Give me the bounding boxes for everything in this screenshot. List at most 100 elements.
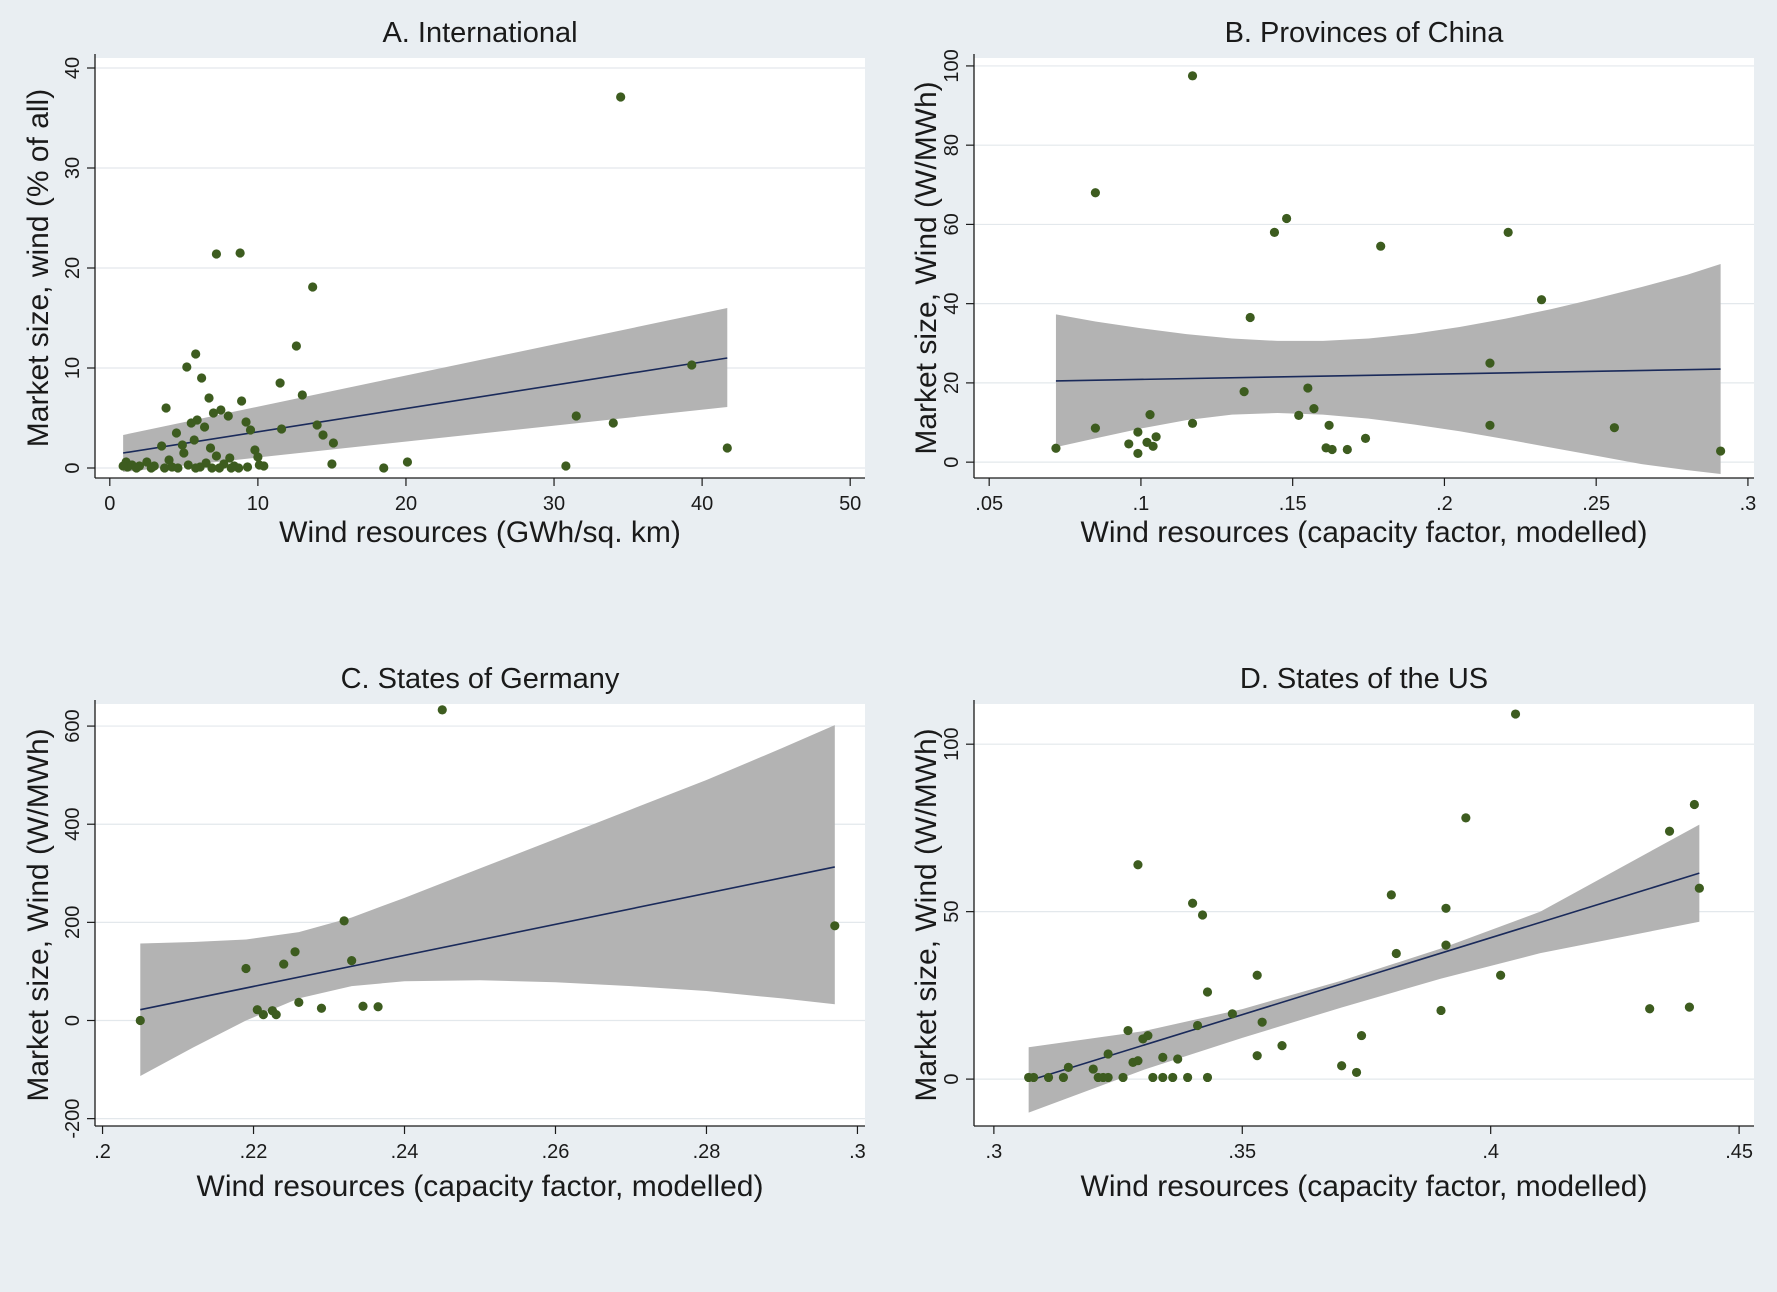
data-point <box>1187 418 1198 428</box>
data-point <box>1239 387 1249 397</box>
data-point <box>235 248 245 258</box>
x-tick-label: .25 <box>1582 493 1610 515</box>
data-point <box>1133 427 1143 437</box>
data-point <box>1029 1072 1039 1083</box>
data-point <box>1187 71 1198 81</box>
data-point <box>561 461 571 471</box>
data-point <box>179 448 189 458</box>
x-tick-label: .15 <box>1279 493 1307 515</box>
x-tick-label: .24 <box>391 1141 419 1163</box>
chart-panel-d: .3 .35 .4 .45 0 50 100 D. States of the US Wind … <box>910 663 1754 1203</box>
data-point <box>214 463 224 473</box>
x-tick-label: 40 <box>691 493 713 515</box>
data-point <box>159 463 170 473</box>
data-point <box>1645 1004 1655 1014</box>
x-axis-label: Wind resources (GWh/sq. km) <box>279 516 681 549</box>
data-point <box>1183 1072 1193 1083</box>
y-tick-label: 0 <box>941 1074 963 1085</box>
y-tick-label: 0 <box>62 462 84 473</box>
x-tick-label: .05 <box>975 493 1003 515</box>
x-tick-label: 30 <box>543 493 565 515</box>
data-point <box>379 463 389 473</box>
data-point <box>1133 860 1143 870</box>
data-point <box>1436 1005 1446 1016</box>
data-point <box>1351 1067 1362 1078</box>
data-point <box>1485 358 1495 368</box>
data-point <box>164 455 174 465</box>
data-point <box>722 443 732 453</box>
data-point <box>275 378 285 388</box>
data-point <box>1510 709 1521 719</box>
data-point <box>253 452 263 462</box>
data-point <box>245 425 256 435</box>
data-point <box>1151 432 1161 442</box>
data-point <box>207 463 217 473</box>
data-point <box>1441 903 1451 913</box>
data-point <box>1143 1030 1153 1041</box>
x-tick-label: .22 <box>240 1141 268 1163</box>
data-point <box>171 428 182 438</box>
data-point <box>1461 813 1471 823</box>
chart-title: B. Provinces of China <box>1225 17 1505 49</box>
data-point <box>1158 1072 1168 1083</box>
data-point <box>290 947 300 957</box>
data-point <box>1391 948 1401 959</box>
data-point <box>1173 1054 1183 1064</box>
data-point <box>1118 1072 1128 1083</box>
data-point <box>279 959 289 969</box>
y-tick-label: 100 <box>941 49 963 82</box>
data-point <box>1689 799 1699 810</box>
data-point <box>157 441 167 451</box>
data-point <box>1376 241 1386 251</box>
data-point <box>183 460 193 470</box>
y-tick-label: 100 <box>941 728 963 761</box>
y-tick-label: 20 <box>941 372 963 394</box>
fit-line <box>1028 872 1700 1082</box>
data-point <box>1337 1061 1347 1071</box>
data-point <box>608 418 618 428</box>
x-tick-label: .45 <box>1725 1141 1753 1163</box>
x-tick-label: .4 <box>1482 1141 1499 1163</box>
data-point <box>1485 420 1495 430</box>
data-point <box>191 349 201 359</box>
data-point <box>1609 423 1619 433</box>
data-point <box>204 393 214 403</box>
data-point <box>402 457 413 467</box>
data-point <box>308 282 318 292</box>
y-tick-label: 10 <box>62 357 84 379</box>
data-point <box>1282 213 1292 224</box>
data-point <box>199 422 210 432</box>
x-axis-label: Wind resources (capacity factor, modelle… <box>1081 516 1648 549</box>
y-tick-label: 20 <box>62 257 84 279</box>
data-point <box>1252 970 1262 980</box>
y-tick-label: 60 <box>941 213 963 235</box>
data-point <box>1043 1072 1054 1083</box>
data-point <box>226 463 236 473</box>
data-point <box>189 435 199 445</box>
x-tick-label: .26 <box>542 1141 570 1163</box>
data-point <box>1716 446 1726 456</box>
data-point <box>191 463 201 473</box>
x-tick-label: 20 <box>395 493 417 515</box>
data-point <box>1684 1002 1695 1012</box>
x-axis-label: Wind resources (capacity factor, modelle… <box>1081 1170 1648 1203</box>
x-tick-label: .2 <box>94 1141 111 1163</box>
data-point <box>1124 439 1134 449</box>
data-point <box>1148 441 1158 451</box>
data-point <box>1192 1020 1203 1031</box>
y-tick-label: 80 <box>941 134 963 156</box>
x-tick-label: .35 <box>1228 1141 1256 1163</box>
data-point <box>1386 890 1396 900</box>
data-point <box>241 417 251 427</box>
data-point <box>1168 1072 1178 1083</box>
data-point <box>211 249 222 259</box>
data-point <box>616 92 626 102</box>
data-point <box>1227 1009 1237 1019</box>
y-tick-label: 0 <box>62 1015 84 1026</box>
data-point <box>1327 444 1337 455</box>
data-point <box>1123 1025 1133 1036</box>
data-point <box>1098 1072 1108 1083</box>
data-point <box>1090 423 1101 433</box>
y-tick-label: 200 <box>62 906 84 939</box>
data-point <box>1269 227 1280 237</box>
